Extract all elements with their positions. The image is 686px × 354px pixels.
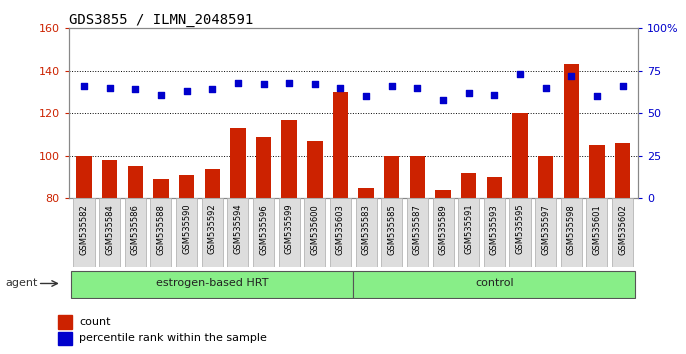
Point	[130, 87, 141, 92]
Text: GSM535601: GSM535601	[593, 204, 602, 255]
Bar	[486, 177, 502, 198]
Text: GSM535589: GSM535589	[438, 204, 447, 255]
Point	[438, 97, 449, 103]
Bar	[564, 64, 579, 198]
FancyBboxPatch shape	[202, 198, 223, 267]
FancyBboxPatch shape	[227, 198, 248, 267]
FancyBboxPatch shape	[330, 198, 351, 267]
Bar	[204, 169, 220, 198]
FancyBboxPatch shape	[253, 198, 274, 267]
FancyBboxPatch shape	[353, 270, 635, 298]
Bar	[358, 188, 374, 198]
Text: GSM535587: GSM535587	[413, 204, 422, 255]
FancyBboxPatch shape	[484, 198, 505, 267]
Bar	[538, 156, 554, 198]
Text: GSM535583: GSM535583	[362, 204, 370, 255]
FancyBboxPatch shape	[71, 270, 353, 298]
Bar	[102, 160, 117, 198]
Text: GSM535586: GSM535586	[131, 204, 140, 255]
Text: agent: agent	[5, 279, 38, 289]
FancyBboxPatch shape	[355, 198, 377, 267]
Bar	[76, 156, 92, 198]
FancyBboxPatch shape	[125, 198, 146, 267]
Point	[412, 85, 423, 91]
Bar	[153, 179, 169, 198]
Text: GSM535593: GSM535593	[490, 204, 499, 255]
FancyBboxPatch shape	[587, 198, 608, 267]
Text: GSM535584: GSM535584	[105, 204, 114, 255]
Point	[104, 85, 115, 91]
Text: GDS3855 / ILMN_2048591: GDS3855 / ILMN_2048591	[69, 13, 253, 27]
Text: GSM535597: GSM535597	[541, 204, 550, 255]
Bar	[179, 175, 194, 198]
Text: GSM535592: GSM535592	[208, 204, 217, 255]
Text: GSM535594: GSM535594	[233, 204, 242, 255]
Point	[489, 92, 500, 97]
FancyBboxPatch shape	[458, 198, 480, 267]
Point	[335, 85, 346, 91]
Bar	[307, 141, 322, 198]
Text: GSM535595: GSM535595	[515, 204, 525, 255]
Bar	[384, 156, 399, 198]
Point	[284, 80, 295, 86]
Point	[156, 92, 167, 97]
Text: GSM535602: GSM535602	[618, 204, 627, 255]
Point	[540, 85, 551, 91]
Point	[181, 88, 192, 94]
Point	[258, 81, 269, 87]
Text: percentile rank within the sample: percentile rank within the sample	[79, 333, 267, 343]
FancyBboxPatch shape	[150, 198, 172, 267]
Point	[233, 80, 244, 86]
Text: control: control	[475, 279, 514, 289]
FancyBboxPatch shape	[407, 198, 428, 267]
Bar	[461, 173, 476, 198]
Text: GSM535603: GSM535603	[336, 204, 345, 255]
FancyBboxPatch shape	[612, 198, 633, 267]
FancyBboxPatch shape	[279, 198, 300, 267]
Text: GSM535591: GSM535591	[464, 204, 473, 255]
Point	[78, 83, 89, 89]
Bar	[58, 315, 72, 329]
FancyBboxPatch shape	[73, 198, 95, 267]
Point	[514, 72, 525, 77]
Bar	[230, 128, 246, 198]
Point	[361, 93, 372, 99]
FancyBboxPatch shape	[176, 198, 197, 267]
Bar	[512, 113, 528, 198]
Bar	[410, 156, 425, 198]
Point	[309, 81, 320, 87]
Point	[617, 83, 628, 89]
Text: count: count	[79, 317, 110, 327]
Bar	[615, 143, 630, 198]
Point	[463, 90, 474, 96]
Text: GSM535600: GSM535600	[310, 204, 319, 255]
Point	[566, 73, 577, 79]
Bar	[281, 120, 297, 198]
FancyBboxPatch shape	[510, 198, 530, 267]
Bar	[58, 332, 72, 345]
Text: GSM535599: GSM535599	[285, 204, 294, 255]
Bar	[589, 145, 604, 198]
FancyBboxPatch shape	[535, 198, 556, 267]
Point	[206, 87, 217, 92]
Text: GSM535585: GSM535585	[388, 204, 397, 255]
Text: GSM535582: GSM535582	[80, 204, 88, 255]
Bar	[436, 190, 451, 198]
FancyBboxPatch shape	[381, 198, 402, 267]
Text: GSM535596: GSM535596	[259, 204, 268, 255]
Bar	[333, 92, 348, 198]
Bar	[128, 166, 143, 198]
Point	[591, 93, 602, 99]
FancyBboxPatch shape	[305, 198, 325, 267]
Text: GSM535598: GSM535598	[567, 204, 576, 255]
Bar	[256, 137, 271, 198]
Text: GSM535590: GSM535590	[182, 204, 191, 255]
FancyBboxPatch shape	[99, 198, 120, 267]
Point	[386, 83, 397, 89]
FancyBboxPatch shape	[433, 198, 453, 267]
Text: estrogen-based HRT: estrogen-based HRT	[156, 279, 268, 289]
Text: GSM535588: GSM535588	[156, 204, 165, 255]
FancyBboxPatch shape	[560, 198, 582, 267]
